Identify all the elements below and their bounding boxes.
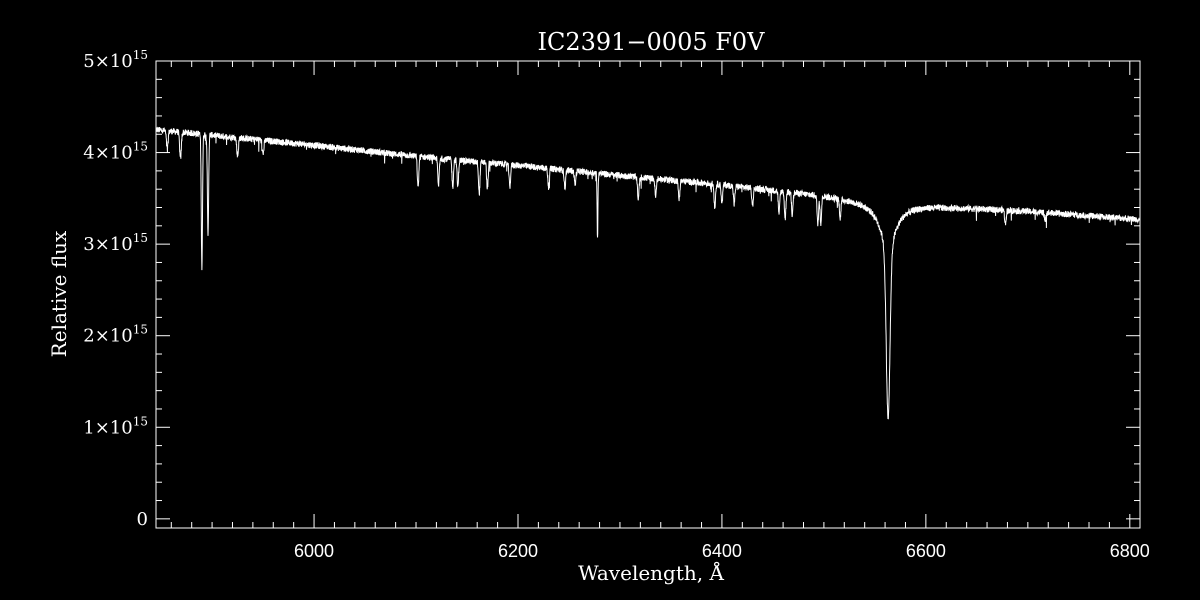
y-tick-label: 0 — [137, 509, 148, 530]
y-tick-label: 1×1015 — [83, 414, 148, 438]
spectrum-line — [155, 126, 1141, 420]
y-tick-label: 2×1015 — [83, 323, 148, 347]
chart-title: IC2391−0005 F0V — [538, 28, 766, 56]
y-tick-label: 4×1015 — [83, 140, 148, 164]
x-axis-label: Wavelength, Å — [578, 560, 724, 585]
y-tick-label: 5×1015 — [83, 48, 148, 72]
x-tick-label: 6200 — [498, 541, 538, 561]
x-tick-label: 6800 — [1110, 541, 1150, 561]
x-tick-label: 6400 — [702, 541, 742, 561]
y-axis-label: Relative flux — [47, 230, 71, 357]
x-tick-label: 6600 — [906, 541, 946, 561]
plot-frame — [155, 60, 1141, 529]
axis-tick-labels: 6000 6200 6400 6600 6800 0 1×1015 2×1015 3×1015 4… — [83, 48, 1150, 561]
y-tick-label: 3×1015 — [83, 231, 148, 255]
axis-ticks — [156, 60, 1140, 528]
x-tick-label: 6000 — [294, 541, 334, 561]
